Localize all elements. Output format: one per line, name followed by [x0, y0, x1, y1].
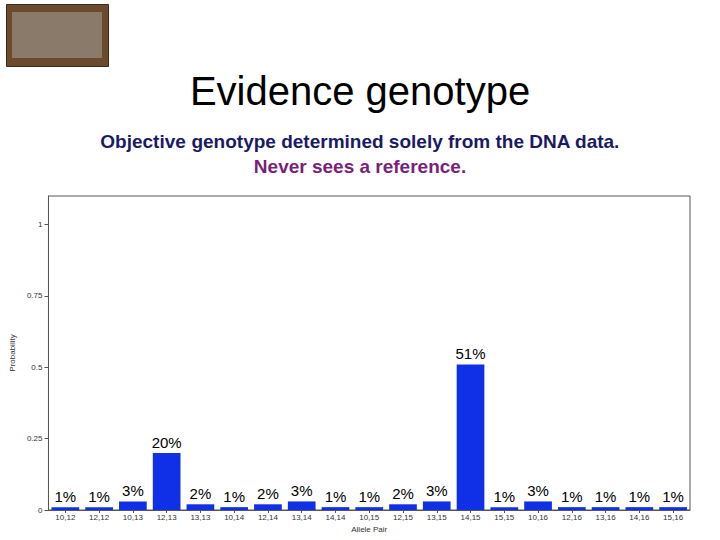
- svg-text:Never sees a reference.: Never sees a reference.: [254, 156, 466, 177]
- svg-text:15,15: 15,15: [494, 513, 515, 522]
- svg-text:Probability: Probability: [8, 334, 17, 371]
- svg-text:1: 1: [38, 220, 43, 229]
- svg-text:3%: 3%: [426, 482, 448, 499]
- svg-text:1%: 1%: [595, 488, 617, 505]
- svg-text:3%: 3%: [527, 482, 549, 499]
- svg-text:10,14: 10,14: [224, 513, 245, 522]
- svg-text:1%: 1%: [88, 488, 110, 505]
- svg-text:10,13: 10,13: [123, 513, 144, 522]
- svg-text:1%: 1%: [493, 488, 515, 505]
- svg-text:12,12: 12,12: [89, 513, 110, 522]
- svg-text:3%: 3%: [122, 482, 144, 499]
- svg-text:12,15: 12,15: [393, 513, 414, 522]
- svg-text:2%: 2%: [190, 485, 212, 502]
- svg-text:0.5: 0.5: [31, 363, 43, 372]
- svg-text:0: 0: [38, 506, 43, 515]
- svg-text:3%: 3%: [291, 482, 313, 499]
- svg-text:1%: 1%: [358, 488, 380, 505]
- svg-text:10,15: 10,15: [359, 513, 380, 522]
- svg-text:14,14: 14,14: [325, 513, 346, 522]
- svg-text:1%: 1%: [662, 488, 684, 505]
- svg-text:Objective: Objective: [100, 131, 186, 152]
- svg-text:12,16: 12,16: [562, 513, 583, 522]
- svg-text:1%: 1%: [55, 488, 77, 505]
- svg-text:1%: 1%: [325, 488, 347, 505]
- svg-text:10,12: 10,12: [55, 513, 76, 522]
- svg-text:14,15: 14,15: [461, 513, 482, 522]
- svg-text:1%: 1%: [223, 488, 245, 505]
- svg-text:0.75: 0.75: [27, 291, 43, 300]
- svg-text:14,16: 14,16: [629, 513, 650, 522]
- svg-text:12,14: 12,14: [258, 513, 279, 522]
- svg-text:1%: 1%: [561, 488, 583, 505]
- svg-text:13,16: 13,16: [596, 513, 617, 522]
- svg-text:2%: 2%: [392, 485, 414, 502]
- svg-text:Allele Pair: Allele Pair: [351, 525, 387, 534]
- svg-text:0.25: 0.25: [27, 434, 43, 443]
- svg-text:20%: 20%: [152, 434, 182, 451]
- svg-text:12,13: 12,13: [157, 513, 178, 522]
- svg-text:2%: 2%: [257, 485, 279, 502]
- svg-text:10,16: 10,16: [528, 513, 549, 522]
- svg-text:15,16: 15,16: [663, 513, 684, 522]
- svg-text:Evidence genotype: Evidence genotype: [190, 69, 530, 113]
- svg-text:13,15: 13,15: [427, 513, 448, 522]
- svg-text:51%: 51%: [456, 345, 486, 362]
- svg-text:13,13: 13,13: [190, 513, 211, 522]
- svg-text:13,14: 13,14: [292, 513, 313, 522]
- svg-text:genotype determined solely fro: genotype determined solely from the DNA …: [186, 131, 619, 152]
- svg-text:1%: 1%: [629, 488, 651, 505]
